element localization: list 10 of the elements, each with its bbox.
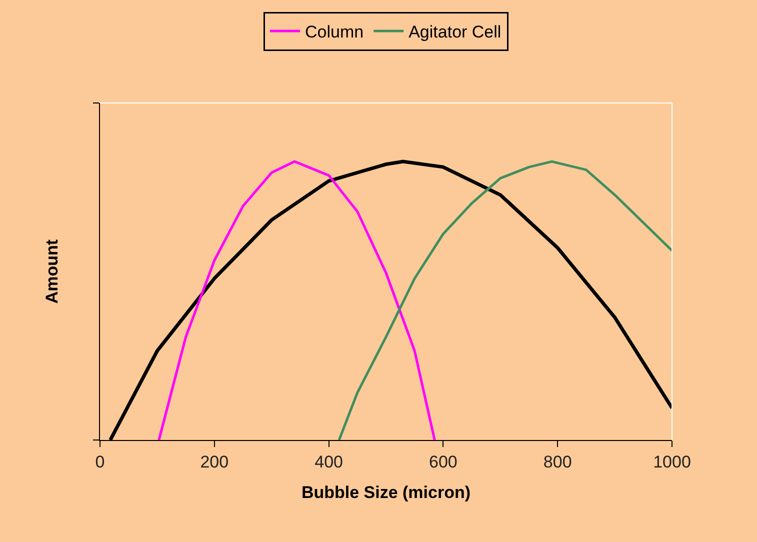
legend-label: Column [305, 22, 364, 42]
x-tick-label: 200 [200, 452, 229, 472]
x-tick-label: 400 [314, 452, 343, 472]
x-tick-label: 1000 [653, 452, 691, 472]
x-axis-title: Bubble Size (micron) [301, 482, 471, 502]
x-tick-label: 800 [543, 452, 572, 472]
y-axis-title: Amount [42, 239, 62, 304]
x-tick-label: 0 [95, 452, 105, 472]
x-tick-label: 600 [429, 452, 458, 472]
legend-label: Agitator Cell [408, 22, 502, 42]
